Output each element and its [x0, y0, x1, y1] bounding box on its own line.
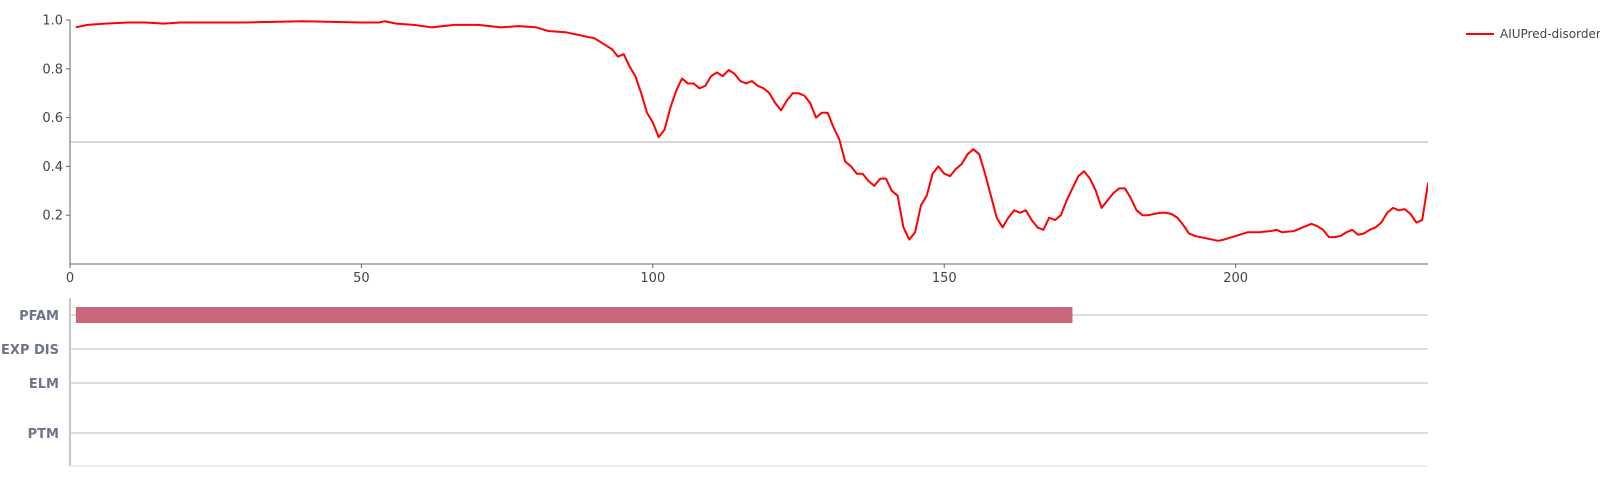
- x-tick-label: 200: [1223, 271, 1248, 286]
- x-tick-label: 100: [640, 271, 665, 286]
- track-label: ELM: [29, 377, 59, 392]
- legend-label[interactable]: AIUPred-disorder: [1500, 27, 1600, 41]
- track-label: EXP DIS: [1, 343, 59, 358]
- y-tick-label: 0.2: [42, 209, 63, 224]
- x-tick-label: 50: [353, 271, 370, 286]
- y-tick-label: 0.4: [42, 160, 63, 175]
- track-label: PTM: [28, 427, 59, 442]
- y-tick-label: 1.0: [42, 14, 63, 29]
- line-plot-panel: 0.2 0.4 0.6 0.8 1.0 0 50 100 150 200: [42, 14, 1428, 286]
- x-tick-label: 150: [932, 271, 957, 286]
- x-tick-label: 0: [66, 271, 74, 286]
- feature-track-panel: PFAM EXP DIS ELM PTM: [1, 298, 1428, 467]
- pfam-domain-bar[interactable]: [75, 307, 1073, 323]
- series-line-aiupred-disorder: [75, 20, 1428, 242]
- y-tick-label: 0.8: [42, 62, 63, 77]
- y-tick-label: 0.6: [42, 111, 63, 126]
- legend[interactable]: AIUPred-disorder: [1466, 27, 1600, 41]
- track-label: PFAM: [19, 309, 59, 324]
